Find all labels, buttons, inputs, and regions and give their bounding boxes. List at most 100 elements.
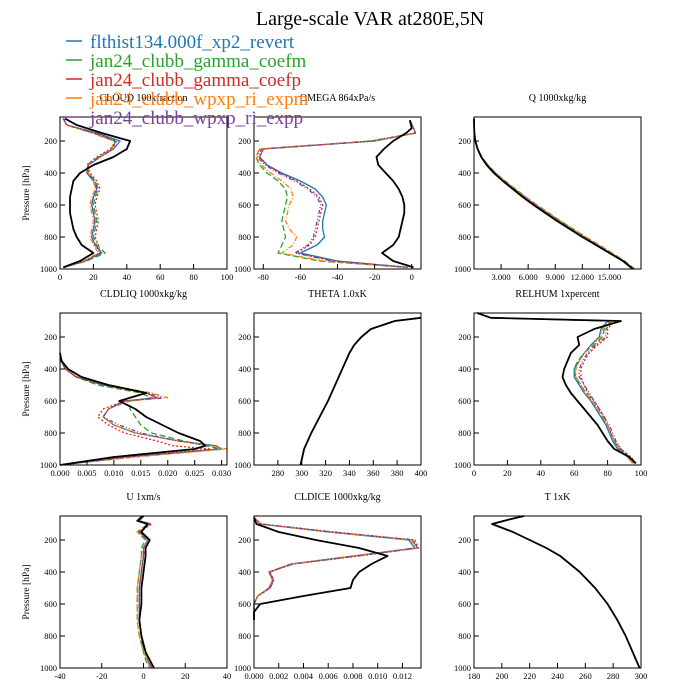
y-tick-label: 600 (458, 200, 471, 210)
y-tick-label: 400 (458, 168, 471, 178)
series-line-1 (477, 312, 634, 464)
y-tick-label: 200 (44, 332, 57, 342)
x-tick-label: 400 (415, 468, 428, 478)
x-tick-label: 0.000 (244, 671, 263, 681)
legend-label: flthist134.000f_xp2_revert (90, 32, 295, 53)
series-group (473, 118, 636, 270)
series-line-4 (255, 119, 417, 269)
panel-title: RELHUM 1xpercent (515, 289, 599, 300)
y-tick-label: 800 (238, 232, 251, 242)
series-group (62, 117, 132, 269)
y-tick-label: 200 (238, 332, 251, 342)
series-group (253, 517, 420, 620)
x-tick-label: 0.005 (77, 468, 96, 478)
y-tick-label: 600 (238, 200, 251, 210)
x-tick-label: 0.025 (185, 468, 204, 478)
panel-4: CLDLIQ 1000xkg/kg 0.000 0.005 0.010 0.015 0.0… (22, 289, 231, 478)
x-tick-label: -60 (295, 272, 306, 282)
control-line (491, 515, 641, 669)
series-line-3 (473, 118, 634, 270)
panel-9: T 1xK 180 200 220 240 260 280 300 200 400 600 800 10… (454, 492, 647, 681)
x-tick-label: 9.000 (546, 272, 565, 282)
panel-6: RELHUM 1xpercent 0 20 40 60 80 100 200 400 600 800… (454, 289, 647, 478)
series-group (477, 312, 637, 465)
panel-title: U 1xm/s (126, 492, 160, 503)
x-tick-label: 6.000 (519, 272, 538, 282)
panel-frame (473, 312, 642, 466)
y-tick-label: 800 (458, 631, 471, 641)
y-tick-label: 1000 (234, 264, 251, 274)
y-tick-label: 600 (458, 599, 471, 609)
panel-title: T 1xK (545, 492, 571, 503)
x-tick-label: 260 (579, 671, 592, 681)
series-line-2 (477, 312, 635, 464)
x-tick-label: 0 (410, 272, 414, 282)
y-tick-label: 600 (44, 396, 57, 406)
series-line-5 (257, 119, 417, 269)
panel-5: THETA 1.0xK 280 300 320 340 360 380 400 200 400 60… (234, 289, 427, 478)
series-group (299, 316, 422, 466)
panel-frame (253, 312, 422, 466)
x-tick-label: 20 (503, 468, 512, 478)
x-tick-label: 100 (635, 468, 648, 478)
series-line-5 (62, 118, 116, 269)
x-tick-label: 380 (391, 468, 404, 478)
panel-7: U 1xm/s -40 -20 0 20 40 200 400 600 800 1000 Pressu… (22, 492, 231, 681)
y-tick-label: 200 (458, 535, 471, 545)
control-line (477, 312, 637, 465)
y-tick-label: 1000 (40, 663, 57, 673)
series-line-4 (253, 517, 417, 620)
x-tick-label: 40 (537, 468, 546, 478)
y-tick-label: 200 (238, 136, 251, 146)
control-line (136, 515, 155, 669)
x-tick-label: -20 (96, 671, 107, 681)
y-tick-label: 400 (458, 567, 471, 577)
series-group (59, 352, 228, 466)
x-tick-label: -40 (332, 272, 343, 282)
y-tick-label: 400 (238, 567, 251, 577)
panel-frame (59, 312, 228, 466)
y-tick-label: 400 (458, 364, 471, 374)
x-tick-label: 340 (343, 468, 356, 478)
x-tick-label: 240 (551, 671, 564, 681)
x-tick-label: 280 (271, 468, 284, 478)
y-tick-label: 600 (44, 200, 57, 210)
x-tick-label: 0.020 (158, 468, 177, 478)
y-tick-label: 800 (458, 232, 471, 242)
x-tick-label: 0.000 (50, 468, 69, 478)
series-line-5 (491, 515, 641, 669)
y-tick-label: 800 (238, 631, 251, 641)
x-tick-label: -80 (258, 272, 269, 282)
x-tick-label: 40 (123, 272, 132, 282)
series-line-1 (299, 317, 422, 466)
x-tick-label: 15.000 (598, 272, 621, 282)
x-tick-label: 100 (221, 272, 234, 282)
series-line-3 (299, 317, 422, 466)
series-line-2 (473, 118, 636, 270)
x-tick-label: 0 (472, 468, 476, 478)
x-tick-label: 0.008 (343, 671, 362, 681)
x-tick-label: 20 (89, 272, 98, 282)
series-line-1 (473, 118, 635, 270)
figure-title: Large-scale VAR at280E,5N (256, 8, 484, 30)
series-line-3 (491, 515, 641, 669)
series-line-4 (299, 317, 422, 466)
x-tick-label: 60 (156, 272, 165, 282)
panel-title: THETA 1.0xK (308, 289, 367, 300)
y-tick-label: 600 (44, 599, 57, 609)
y-tick-label: 1000 (234, 460, 251, 470)
y-axis-label: Pressure [hPa] (22, 165, 32, 220)
panel-frame (473, 515, 642, 669)
control-line (63, 117, 132, 269)
panel-title: CLDICE 1000xkg/kg (294, 492, 380, 503)
legend-label: jan24_clubb_wpxp_ri_expp (89, 108, 303, 129)
x-tick-label: 0.015 (131, 468, 150, 478)
x-tick-label: 0.006 (319, 671, 338, 681)
panel-frame (473, 116, 642, 270)
y-tick-label: 1000 (454, 663, 471, 673)
y-tick-label: 800 (44, 428, 57, 438)
x-tick-label: 0.030 (212, 468, 231, 478)
series-line-3 (62, 118, 118, 269)
